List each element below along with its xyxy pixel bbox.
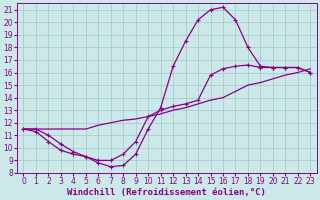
X-axis label: Windchill (Refroidissement éolien,°C): Windchill (Refroidissement éolien,°C) xyxy=(68,188,266,197)
